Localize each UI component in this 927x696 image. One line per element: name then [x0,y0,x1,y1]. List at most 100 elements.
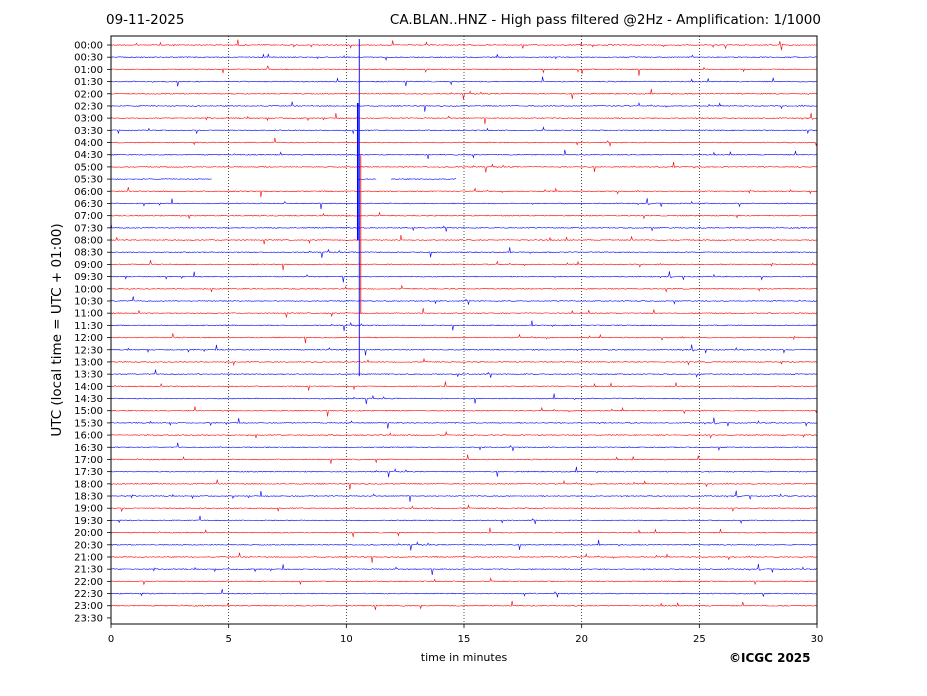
trace-row [110,430,817,439]
y-tick-label: 07:30 [74,223,103,234]
trace-row [110,381,818,391]
y-tick-label: 18:30 [74,492,103,503]
trace-row [110,112,818,124]
y-tick-label: 23:30 [74,613,103,624]
copyright-label: ©ICGC 2025 [729,651,811,665]
y-tick-label: 04:30 [74,150,103,161]
trace-row [110,417,817,429]
trace-row [110,211,817,220]
trace-row [110,53,817,62]
y-tick-label: 22:30 [74,589,103,600]
x-tick-label: 5 [225,634,231,645]
y-tick-label: 00:30 [74,53,103,64]
chart-title: CA.BLAN..HNZ - High pass filtered @2Hz -… [389,12,821,28]
y-tick-label: 02:30 [74,101,103,112]
trace-row [110,357,817,367]
trace-row [110,515,818,525]
y-tick-label: 08:00 [74,236,103,247]
y-tick-label: 07:00 [74,211,103,222]
trace-row [110,442,818,452]
trace-row [110,466,818,478]
y-tick-label: 08:30 [74,248,103,259]
y-tick-label: 04:00 [74,138,103,149]
x-tick-label: 20 [575,634,588,645]
trace-row [110,101,818,112]
y-tick-label: 05:00 [74,162,103,173]
trace-row [111,577,818,586]
trace-row [110,320,818,332]
trace-row [110,296,818,305]
y-tick-label: 11:30 [74,321,103,332]
y-tick-label: 09:00 [74,260,103,271]
plot-frame [110,35,818,625]
x-ticks: 0 5 10 15 20 25 30 [108,624,824,645]
y-tick-label: 21:30 [74,565,103,576]
trace-row [111,454,818,464]
y-tick-label: 14:00 [74,382,103,393]
y-tick-label: 12:30 [74,345,103,356]
y-tick-label: 18:00 [74,479,103,490]
trace-row [110,479,818,490]
y-tick-label: 02:00 [74,89,103,100]
trace-row [110,344,817,356]
y-tick-label: 03:30 [74,126,103,137]
trace-row [110,223,817,232]
trace-row [110,76,818,87]
trace-row [111,126,818,135]
trace-row [110,260,818,271]
trace-row [110,393,817,405]
y-tick-label: 23:00 [74,601,103,612]
x-tick-label: 30 [811,634,824,645]
y-tick-label: 09:30 [74,272,103,283]
y-tick-label: 19:30 [74,516,103,527]
trace-row [110,504,818,513]
y-tick-label: 15:30 [74,418,103,429]
trace-row [111,333,818,344]
y-tick-label: 05:30 [74,175,103,186]
y-tick-label: 14:30 [74,394,103,405]
major-event-group [356,39,362,377]
gridlines [228,36,700,624]
trace-row [110,600,818,611]
x-tick-label: 25 [693,634,706,645]
y-tick-label: 22:00 [74,577,103,588]
trace-row [110,198,818,210]
trace-row [110,369,818,378]
y-tick-label: 06:00 [74,187,103,198]
trace-row [110,490,817,502]
y-tick-label: 16:30 [74,443,103,454]
trace-row [110,149,817,160]
trace-row [110,271,818,283]
trace-row [110,563,817,575]
trace-row [110,406,818,417]
trace-row [110,527,818,537]
y-tick-label: 10:30 [74,296,103,307]
y-tick-label: 01:30 [74,77,103,88]
y-tick-label: 03:00 [74,114,103,125]
y-tick-label: 13:00 [74,357,103,368]
trace-row [110,161,818,173]
trace-row [110,178,457,181]
trace-row [110,284,818,293]
y-tick-label: 15:00 [74,406,103,417]
y-tick-label: 00:00 [74,41,103,52]
trace-row [110,308,818,318]
x-tick-label: 15 [458,634,471,645]
y-tick-label: 16:00 [74,431,103,442]
y-tick-label: 21:00 [74,552,103,563]
y-tick-label: 01:00 [74,65,103,76]
trace-row [111,137,818,147]
y-tick-label: 10:00 [74,284,103,295]
y-tick-label: 20:00 [74,528,103,539]
trace-row [110,588,817,598]
y-tick-label: 13:30 [74,370,103,381]
trace-row [110,235,817,245]
date-label: 09-11-2025 [106,12,185,28]
trace-row [111,539,818,551]
y-tick-label: 06:30 [74,199,103,210]
trace-row [110,65,817,76]
trace-row [110,186,817,198]
x-axis-label: time in minutes [420,651,508,664]
